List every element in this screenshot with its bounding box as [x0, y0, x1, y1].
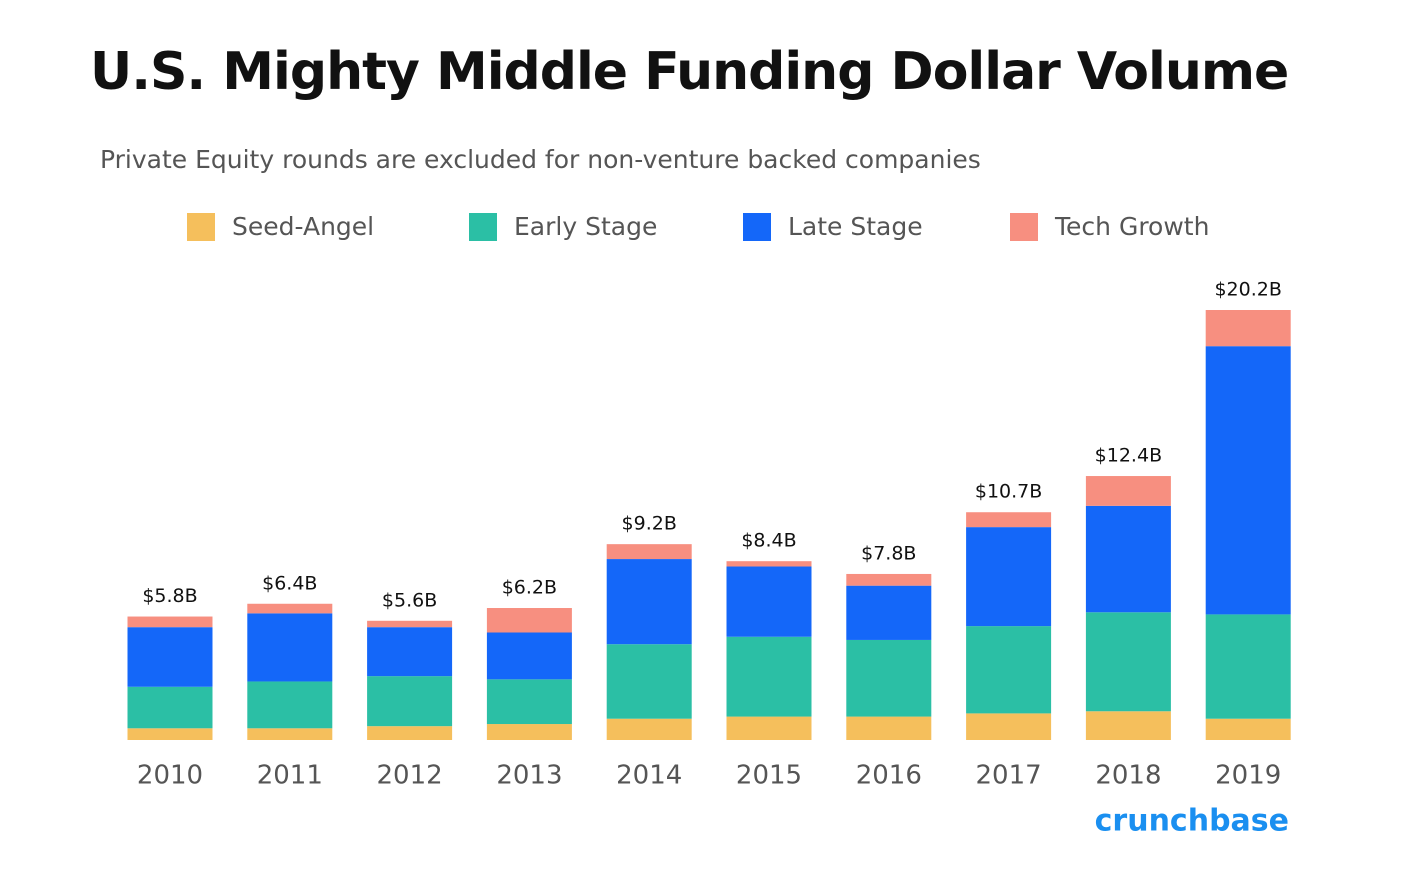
legend-swatch [1010, 213, 1038, 241]
bar-segment [1085, 711, 1171, 740]
x-tick-label: 2014 [616, 761, 682, 791]
total-label: $12.4B [1095, 445, 1162, 467]
bar-segment [966, 713, 1052, 740]
legend-swatch [187, 213, 215, 241]
chart-subtitle: Private Equity rounds are excluded for n… [100, 145, 981, 174]
bar-segment [606, 644, 692, 719]
total-label: $5.6B [382, 589, 437, 611]
total-label: $8.4B [741, 530, 796, 552]
bar-segment [726, 716, 812, 740]
bar-segment [127, 686, 213, 729]
source-logo: crunchbase [1095, 804, 1289, 839]
bar-segment [846, 585, 932, 640]
bar-segment [846, 573, 932, 586]
x-tick-label: 2016 [856, 761, 922, 791]
bar-segment [486, 608, 572, 633]
bar-segment [1085, 505, 1171, 613]
x-tick-label: 2018 [1095, 761, 1161, 791]
bar-segment [1205, 718, 1291, 740]
legend-label: Early Stage [514, 212, 657, 241]
bar-segment [606, 544, 692, 560]
bar-segment [966, 626, 1052, 714]
legend-swatch [469, 213, 497, 241]
legend-label: Late Stage [788, 212, 923, 241]
bar-segment [367, 676, 453, 727]
bar-segment [1205, 310, 1291, 347]
total-label: $6.4B [262, 572, 317, 594]
x-tick-label: 2012 [377, 761, 443, 791]
legend-swatch [743, 213, 771, 241]
bar-segment [247, 728, 333, 740]
legend-label: Seed-Angel [232, 212, 374, 241]
bar-segment [846, 716, 932, 740]
total-label: $6.2B [502, 577, 557, 599]
bar-segment [606, 718, 692, 740]
bar-segment [486, 679, 572, 725]
x-tick-label: 2015 [736, 761, 802, 791]
total-label: $9.2B [622, 513, 677, 535]
bar-segment [367, 620, 453, 628]
total-label: $5.8B [142, 585, 197, 607]
bar-segment [367, 726, 453, 740]
x-tick-label: 2019 [1215, 761, 1281, 791]
bar-segment [726, 636, 812, 717]
bar-segment [127, 728, 213, 740]
x-tick-label: 2017 [976, 761, 1042, 791]
bar-segment [1205, 346, 1291, 615]
bar-segment [247, 603, 333, 614]
bar-segment [726, 566, 812, 637]
total-label: $10.7B [975, 481, 1042, 503]
bar-segment [966, 527, 1052, 627]
bar-segment [486, 632, 572, 680]
x-tick-label: 2011 [257, 761, 323, 791]
chart-title: U.S. Mighty Middle Funding Dollar Volume [90, 42, 1288, 102]
bar-segment [127, 627, 213, 687]
bar-segment [1205, 614, 1291, 719]
total-label: $20.2B [1214, 279, 1281, 301]
bar-segment [1085, 612, 1171, 712]
total-label: $7.8B [861, 542, 916, 564]
bar-segment [127, 616, 213, 628]
x-tick-label: 2013 [496, 761, 562, 791]
bar-segment [247, 613, 333, 682]
bar-segment [966, 512, 1052, 528]
bar-segment [1085, 476, 1171, 506]
bar-segment [486, 724, 572, 740]
legend-label: Tech Growth [1054, 212, 1209, 241]
bar-segment [846, 639, 932, 717]
bar-segment [606, 559, 692, 645]
bar-segment [247, 681, 333, 729]
x-tick-label: 2010 [137, 761, 203, 791]
bar-segment [726, 561, 812, 567]
bar-segment [367, 627, 453, 677]
